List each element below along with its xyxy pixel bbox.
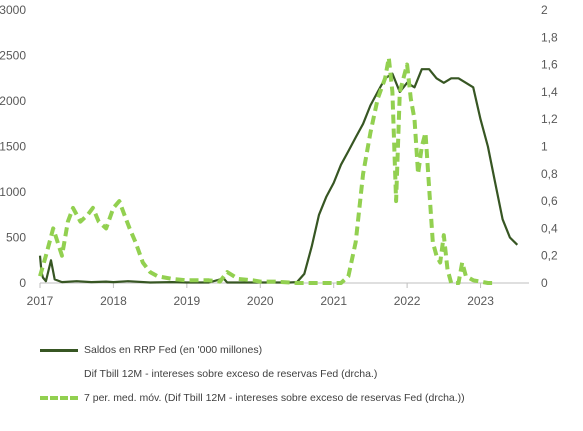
x-tick-label: 2023 <box>467 294 494 308</box>
y-right-tick-label: 0,8 <box>541 167 558 181</box>
y-right-tick-label: 1,2 <box>541 112 558 126</box>
y-right-tick-label: 0,2 <box>541 249 558 263</box>
y-right-tick-label: 1,8 <box>541 30 558 44</box>
series-line-moving-average <box>38 55 496 285</box>
x-tick-label: 2017 <box>27 294 54 308</box>
x-tick-label: 2020 <box>247 294 274 308</box>
x-tick-label: 2018 <box>100 294 127 308</box>
tick-labels: 0 500 1000 1500 2000 2500 3000 0 0,2 0,4 0,6 0,8 1 1,… <box>0 3 558 308</box>
y-left-tick-label: 3000 <box>0 3 26 17</box>
y-right-tick-label: 1,4 <box>541 85 558 99</box>
y-right-tick-label: 1,6 <box>541 58 558 72</box>
y-right-tick-label: 2 <box>541 3 548 17</box>
y-left-tick-label: 2000 <box>0 94 26 108</box>
y-right-tick-label: 0,6 <box>541 194 558 208</box>
series-line-rrp <box>38 68 519 284</box>
y-left-tick-label: 1500 <box>0 140 26 154</box>
y-left-tick-label: 2500 <box>0 49 26 63</box>
y-left-tick-label: 1000 <box>0 185 26 199</box>
x-tick-label: 2022 <box>394 294 421 308</box>
y-right-tick-label: 0,4 <box>541 221 558 235</box>
y-left-tick-label: 500 <box>6 231 26 245</box>
y-right-tick-label: 0 <box>541 276 548 290</box>
y-right-tick-label: 1 <box>541 140 548 154</box>
x-tick-label: 2019 <box>173 294 200 308</box>
y-left-tick-label: 0 <box>19 276 26 290</box>
x-tick-label: 2021 <box>320 294 347 308</box>
series-group <box>38 55 519 285</box>
